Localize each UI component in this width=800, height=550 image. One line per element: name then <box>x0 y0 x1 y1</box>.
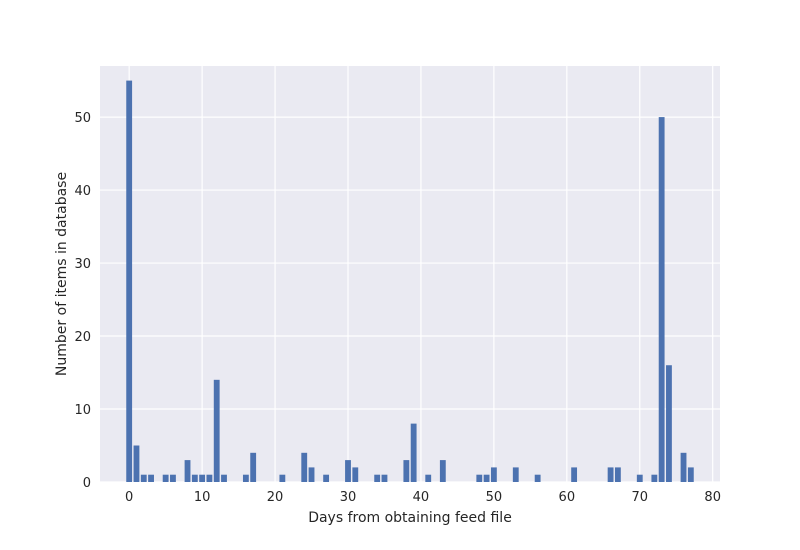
bar <box>250 452 257 482</box>
bar <box>666 365 672 482</box>
bar <box>213 379 220 482</box>
bar <box>191 474 198 482</box>
bar <box>483 474 490 482</box>
bar <box>687 467 694 482</box>
x-tick-label: 10 <box>194 490 211 505</box>
bar <box>410 423 417 482</box>
bar <box>308 467 315 482</box>
y-tick-label: 20 <box>74 330 91 345</box>
bar <box>133 445 140 482</box>
bar <box>403 460 410 482</box>
y-tick-label: 0 <box>83 476 91 491</box>
bar <box>374 474 381 482</box>
plot-area <box>100 66 720 482</box>
bar <box>476 474 483 482</box>
bar <box>126 80 133 482</box>
bar <box>242 474 249 482</box>
x-tick-label: 80 <box>704 490 721 505</box>
y-axis-label: Number of items in database <box>54 172 70 376</box>
x-tick-label: 60 <box>559 490 576 505</box>
bar <box>680 452 687 482</box>
bar <box>323 474 330 482</box>
x-tick-label: 40 <box>413 490 430 505</box>
x-tick-labels: 0 10 20 30 40 50 60 70 80 <box>125 490 721 505</box>
bar <box>170 474 176 482</box>
bar <box>221 474 227 482</box>
x-tick-label: 20 <box>267 490 284 505</box>
y-tick-label: 10 <box>74 403 91 418</box>
bar <box>512 467 519 482</box>
bar <box>206 474 213 482</box>
bar <box>658 117 665 483</box>
bar <box>490 467 497 482</box>
y-tick-label: 30 <box>74 257 91 272</box>
bar <box>279 474 286 482</box>
y-tick-label: 50 <box>74 111 91 126</box>
y-tick-labels: 0 10 20 30 40 50 <box>74 111 91 491</box>
bar <box>301 452 308 482</box>
grid-lines <box>100 66 720 483</box>
x-tick-label: 30 <box>340 490 357 505</box>
bar <box>148 474 154 482</box>
bar <box>636 474 643 482</box>
bar <box>607 467 614 482</box>
y-tick-label: 40 <box>74 184 91 199</box>
bars <box>126 80 694 483</box>
bar <box>162 474 169 482</box>
bar <box>614 467 621 482</box>
x-axis-label: Days from obtaining feed file <box>308 510 512 526</box>
bar <box>381 474 388 482</box>
bar <box>534 474 541 482</box>
x-tick-label: 50 <box>486 490 503 505</box>
bar <box>345 460 351 482</box>
bar <box>140 474 147 482</box>
bar <box>651 474 658 482</box>
bar <box>352 467 359 482</box>
bar <box>571 467 578 482</box>
bar <box>439 460 446 482</box>
bar <box>184 460 191 482</box>
x-tick-label: 0 <box>125 490 133 505</box>
x-tick-label: 70 <box>631 490 648 505</box>
bar <box>199 474 206 482</box>
bar <box>425 474 432 482</box>
